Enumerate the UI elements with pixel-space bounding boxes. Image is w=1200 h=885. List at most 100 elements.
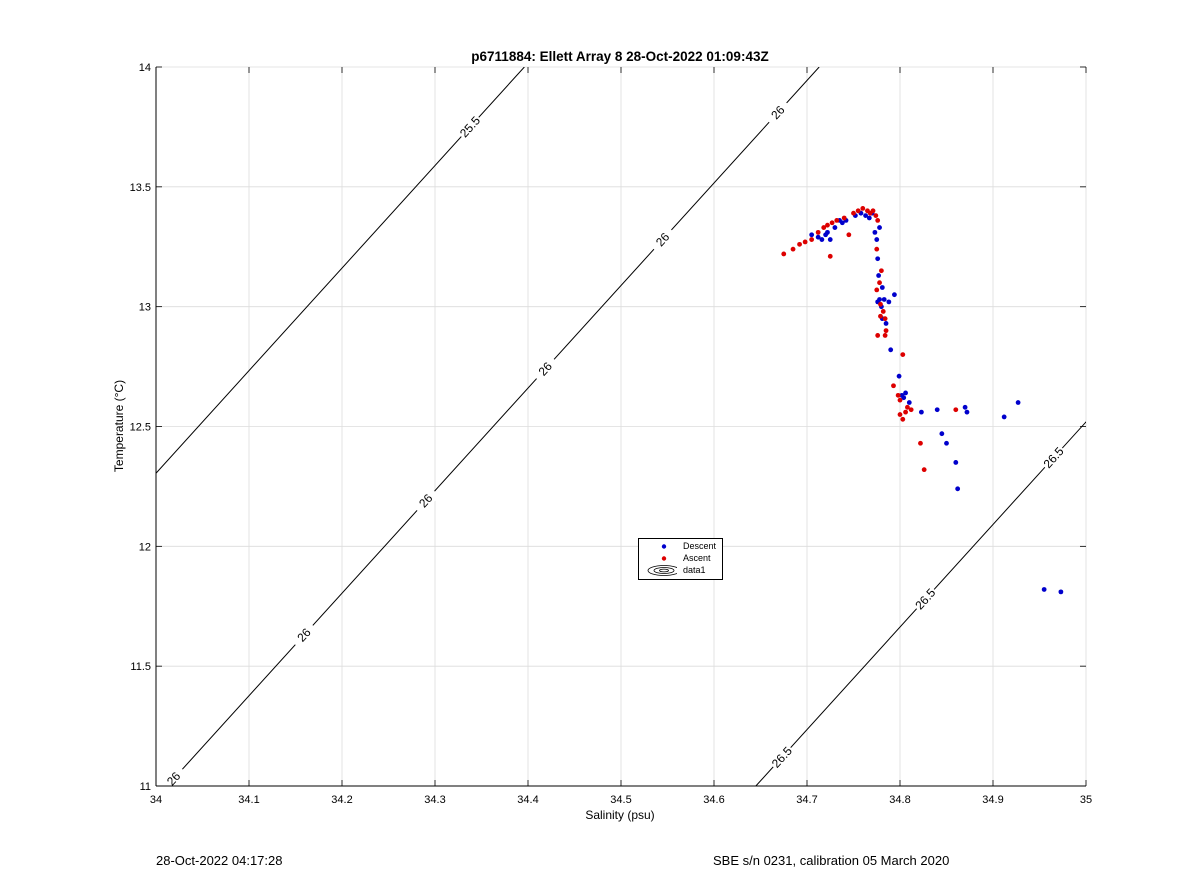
x-tick-label: 34.1 [238, 794, 259, 806]
ascent-point [851, 210, 856, 216]
descent-point [934, 407, 940, 413]
ascent-point [908, 407, 914, 413]
descent-point [827, 237, 833, 242]
y-axis-label: Temperature (°C) [112, 380, 126, 472]
descent-point [892, 292, 897, 298]
legend: Descent Ascent data1 [638, 538, 723, 580]
ascent-marker-icon [661, 556, 667, 561]
ascent-point [790, 246, 796, 252]
ascent-point [900, 352, 906, 357]
contour-label-bg [531, 354, 560, 384]
y-tick-label: 12 [139, 541, 151, 553]
descent-point [944, 440, 949, 446]
descent-point [881, 297, 887, 302]
legend-item-descent: Descent [639, 540, 722, 553]
descent-point [1041, 587, 1047, 592]
ascent-point [877, 280, 882, 286]
ascent-point [895, 392, 901, 398]
ascent-point [897, 412, 903, 417]
descent-point [964, 409, 970, 415]
ascent-point [827, 253, 833, 259]
descent-point [863, 213, 868, 218]
ascent-point [905, 404, 910, 410]
ascent-point [860, 206, 866, 211]
x-tick-label: 34 [150, 794, 162, 806]
descent-point [883, 321, 889, 326]
contour-line-25.5 [156, 67, 525, 474]
ascent-point [834, 217, 840, 223]
data-points [781, 206, 1064, 595]
descent-marker-icon [661, 544, 667, 549]
descent-point [874, 237, 880, 242]
descent-point [832, 225, 838, 230]
descent-point [939, 431, 945, 437]
descent-point [815, 234, 821, 240]
descent-point [901, 395, 907, 401]
grid [155, 66, 1087, 787]
y-tick-label: 14 [139, 62, 151, 74]
y-tick-label: 11.5 [130, 661, 151, 673]
ascent-point [880, 309, 886, 314]
contour-label-bg [290, 620, 319, 650]
legend-label-data1: data1 [683, 565, 706, 575]
ascent-point [781, 251, 787, 257]
x-tick-label: 34.9 [982, 794, 1003, 806]
descent-point [1001, 414, 1007, 420]
descent-point [886, 299, 892, 305]
contour-label-bg [763, 98, 792, 127]
descent-point [879, 285, 885, 290]
ascent-point [882, 316, 888, 322]
ascent-point [883, 328, 889, 334]
ascent-point [874, 287, 880, 293]
descent-point [906, 400, 912, 405]
descent-point [1015, 400, 1021, 405]
legend-label-ascent: Ascent [683, 553, 711, 563]
ascent-point [879, 268, 884, 274]
descent-point [962, 404, 968, 410]
y-tick-label: 13.5 [130, 182, 151, 194]
legend-item-data1: data1 [639, 564, 722, 577]
ascent-point [815, 229, 821, 235]
ascent-point [802, 239, 808, 245]
contour-label-bg [1039, 443, 1068, 472]
descent-point [888, 347, 894, 353]
ascent-point [878, 313, 883, 319]
x-tick-label: 34.5 [610, 794, 631, 806]
descent-point [819, 237, 825, 242]
x-tick-label: 34.2 [331, 794, 352, 806]
ascent-point [953, 407, 959, 413]
ascent-point [846, 232, 852, 238]
x-axis-label: Salinity (psu) [585, 808, 654, 822]
descent-point [953, 460, 959, 465]
x-tick-label: 35 [1080, 794, 1092, 806]
descent-point [876, 273, 882, 278]
descent-point [903, 390, 908, 396]
ascent-point [878, 301, 883, 307]
ascent-point [873, 213, 879, 218]
descent-point [809, 232, 815, 238]
x-tick-label: 34.3 [424, 794, 445, 806]
ascent-point [821, 225, 827, 230]
chart-title: p6711884: Ellett Array 8 28-Oct-2022 01:… [471, 49, 768, 64]
descent-point [896, 373, 902, 379]
descent-point [839, 220, 845, 226]
ascent-point [855, 208, 861, 214]
contour-label-bg [411, 486, 440, 516]
x-tick-label: 34.7 [796, 794, 817, 806]
y-tick-label: 12.5 [130, 422, 151, 434]
descent-point [866, 215, 872, 221]
ascent-point [921, 467, 927, 473]
ascent-point [882, 333, 888, 338]
descent-point [955, 486, 961, 492]
ascent-point [825, 222, 830, 228]
contour-label-bg [768, 742, 796, 772]
ascent-point [875, 333, 881, 338]
legend-item-ascent: Ascent [639, 552, 722, 565]
descent-point [875, 256, 881, 262]
contour-label-bg [911, 584, 940, 614]
ascent-point [809, 237, 815, 242]
x-tick-label: 34.8 [889, 794, 910, 806]
descent-point [877, 225, 882, 230]
